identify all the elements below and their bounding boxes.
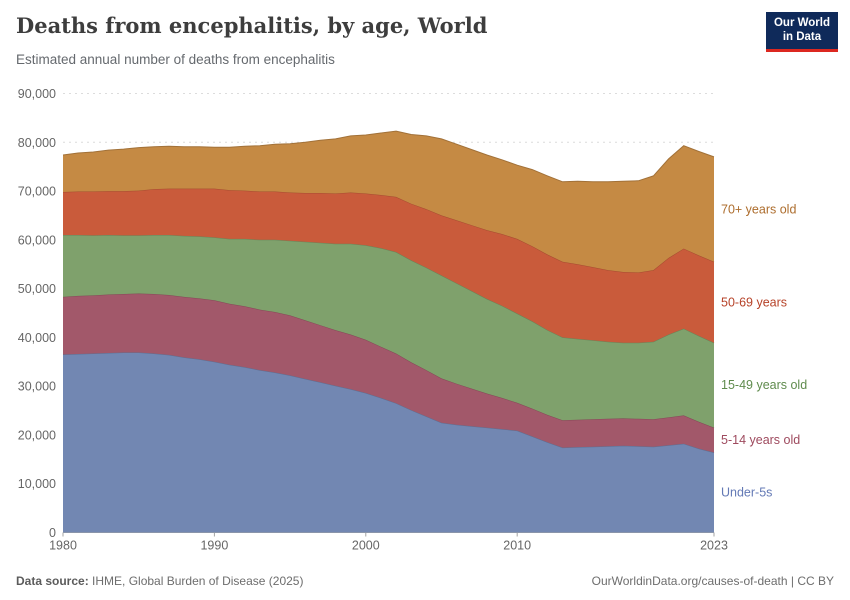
y-axis-tick-label: 60,000	[18, 233, 56, 247]
x-axis-tick-label: 2010	[503, 539, 531, 553]
legend-label-under-5s[interactable]: Under-5s	[721, 486, 772, 500]
area-edge-70-years-old	[62, 130, 715, 183]
y-axis-tick-label: 0	[49, 526, 56, 540]
footer-credits: OurWorldinData.org/causes-of-death | CC …	[592, 574, 834, 588]
x-axis-tick-label: 1990	[200, 539, 228, 553]
x-axis-tick-label: 2023	[700, 539, 728, 553]
legend-label-70-years-old[interactable]: 70+ years old	[721, 202, 796, 216]
data-source-note: Data source: IHME, Global Burden of Dise…	[16, 574, 303, 588]
legend-label-50-69-years[interactable]: 50-69 years	[721, 295, 787, 309]
legend-label-5-14-years-old[interactable]: 5-14 years old	[721, 433, 800, 447]
area-5-14-years-old[interactable]	[63, 293, 714, 453]
y-axis-tick-label: 80,000	[18, 136, 56, 150]
page-title: Deaths from encephalitis, by age, World	[16, 13, 488, 38]
y-axis-tick-label: 90,000	[18, 87, 56, 101]
y-axis-tick-label: 40,000	[18, 331, 56, 345]
x-axis-tick-label: 2000	[352, 539, 380, 553]
y-axis-tick-label: 50,000	[18, 282, 56, 296]
owid-logo-line1: Our World	[773, 17, 830, 29]
area-under-5s[interactable]	[63, 352, 714, 533]
footer: Data source: IHME, Global Burden of Dise…	[0, 570, 850, 588]
area-50-69-years[interactable]	[63, 188, 714, 343]
chart-subtitle: Estimated annual number of deaths from e…	[16, 52, 335, 67]
license-label: CC BY	[797, 574, 834, 588]
legend-label-15-49-years-old[interactable]: 15-49 years old	[721, 378, 807, 392]
y-axis-tick-label: 70,000	[18, 185, 56, 199]
y-axis-tick-label: 10,000	[18, 477, 56, 491]
area-15-49-years-old[interactable]	[63, 235, 714, 428]
footer-divider: |	[787, 574, 798, 588]
area-70-years-old[interactable]	[63, 131, 714, 273]
data-source-value: IHME, Global Burden of Disease (2025)	[88, 574, 304, 588]
owid-url-link[interactable]: OurWorldinData.org/causes-of-death	[591, 574, 788, 588]
y-axis-tick-label: 30,000	[18, 380, 56, 394]
data-source-label: Data source:	[16, 574, 89, 588]
x-axis-tick-label: 1980	[49, 539, 77, 553]
owid-logo-line2: in Data	[782, 30, 822, 43]
y-axis-tick-label: 20,000	[18, 428, 56, 442]
owid-logo[interactable]: Our World in Data	[765, 12, 838, 52]
